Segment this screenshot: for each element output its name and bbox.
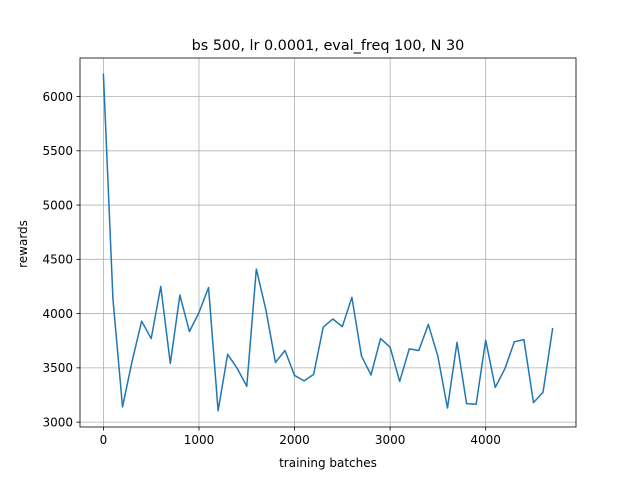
y-tick-label: 3500 [42,361,73,375]
y-tick-label: 4500 [42,253,73,267]
x-axis-title: training batches [279,456,377,470]
y-tick-label: 4000 [42,307,73,321]
y-tick-label: 6000 [42,90,73,104]
series-line-0 [102,73,554,412]
y-axis-title: rewards [16,220,30,268]
x-tick-label: 4000 [470,433,501,447]
x-tick-label: 0 [100,433,108,447]
series-layer [102,73,554,412]
x-tick-label: 1000 [184,433,215,447]
grid [80,58,576,427]
x-tick-label: 2000 [279,433,310,447]
y-axis: 3000 3500 4000 4500 5000 5500 6000 [42,90,80,429]
plot-frame [79,57,577,428]
y-tick-label: 5500 [42,144,73,158]
x-axis: 0 1000 2000 3000 4000 [100,427,501,447]
y-tick-label: 3000 [42,415,73,429]
chart-title: bs 500, lr 0.0001, eval_freq 100, N 30 [192,38,465,54]
x-tick-label: 3000 [375,433,406,447]
y-tick-label: 5000 [42,198,73,212]
